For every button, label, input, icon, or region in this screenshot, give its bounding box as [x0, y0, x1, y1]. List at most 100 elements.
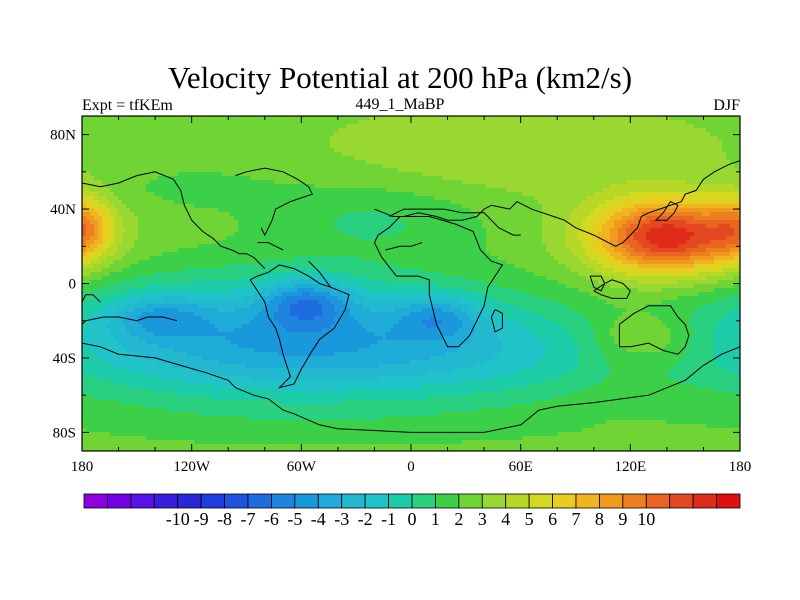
- field-cell: [478, 204, 483, 209]
- field-cell: [194, 224, 199, 229]
- field-cell: [390, 144, 395, 149]
- field-cell: [686, 144, 691, 149]
- field-cell: [98, 120, 103, 125]
- field-cell: [462, 224, 467, 229]
- field-cell: [386, 228, 391, 233]
- field-cell: [266, 172, 271, 177]
- field-cell: [606, 172, 611, 177]
- field-cell: [286, 208, 291, 213]
- field-cell: [406, 224, 411, 229]
- field-cell: [658, 136, 663, 141]
- field-cell: [346, 196, 351, 201]
- field-cell: [714, 140, 719, 145]
- field-cell: [518, 156, 523, 161]
- field-cell: [658, 200, 663, 205]
- field-cell: [386, 196, 391, 201]
- field-cell: [122, 176, 127, 181]
- field-cell: [654, 156, 659, 161]
- field-cell: [314, 184, 319, 189]
- field-cell: [554, 192, 559, 197]
- field-cell: [414, 128, 419, 133]
- field-cell: [678, 176, 683, 181]
- field-cell: [182, 160, 187, 165]
- field-cell: [510, 228, 515, 233]
- field-cell: [582, 172, 587, 177]
- field-cell: [222, 220, 227, 225]
- field-cell: [670, 188, 675, 193]
- field-cell: [410, 132, 415, 137]
- field-cell: [182, 200, 187, 205]
- field-cell: [550, 136, 555, 141]
- field-cell: [150, 184, 155, 189]
- field-cell: [702, 140, 707, 145]
- field-cell: [98, 128, 103, 133]
- field-cell: [346, 180, 351, 185]
- field-cell: [382, 144, 387, 149]
- field-cell: [510, 136, 515, 141]
- field-cell: [438, 220, 443, 225]
- field-cell: [566, 176, 571, 181]
- field-cell: [118, 128, 123, 133]
- field-cell: [522, 204, 527, 209]
- field-cell: [310, 220, 315, 225]
- field-cell: [182, 224, 187, 229]
- field-cell: [382, 220, 387, 225]
- field-cell: [282, 136, 287, 141]
- field-cell: [294, 208, 299, 213]
- field-cell: [666, 136, 671, 141]
- field-cell: [434, 192, 439, 197]
- field-cell: [190, 224, 195, 229]
- field-cell: [358, 148, 363, 153]
- field-cell: [362, 172, 367, 177]
- field-cell: [578, 176, 583, 181]
- field-cell: [254, 180, 259, 185]
- field-cell: [582, 164, 587, 169]
- field-cell: [522, 208, 527, 213]
- field-cell: [210, 216, 215, 221]
- field-cell: [114, 216, 119, 221]
- field-cell: [670, 128, 675, 133]
- field-cell: [702, 212, 707, 217]
- field-cell: [662, 200, 667, 205]
- field-cell: [426, 160, 431, 165]
- field-cell: [430, 168, 435, 173]
- field-cell: [682, 232, 687, 237]
- field-cell: [586, 208, 591, 213]
- field-cell: [682, 136, 687, 141]
- field-cell: [246, 184, 251, 189]
- field-cell: [730, 148, 735, 153]
- field-cell: [222, 116, 227, 121]
- field-cell: [86, 176, 91, 181]
- field-cell: [718, 212, 723, 217]
- field-cell: [502, 160, 507, 165]
- field-cell: [298, 232, 303, 237]
- field-cell: [158, 120, 163, 125]
- field-cell: [122, 156, 127, 161]
- field-cell: [266, 228, 271, 233]
- field-cell: [258, 120, 263, 125]
- field-cell: [142, 128, 147, 133]
- field-cell: [430, 184, 435, 189]
- field-cell: [258, 208, 263, 213]
- field-cell: [506, 208, 511, 213]
- field-cell: [394, 200, 399, 205]
- field-cell: [702, 160, 707, 165]
- field-cell: [262, 200, 267, 205]
- field-cell: [118, 208, 123, 213]
- field-cell: [394, 212, 399, 217]
- field-cell: [278, 152, 283, 157]
- field-cell: [222, 172, 227, 177]
- field-cell: [510, 224, 515, 229]
- field-cell: [198, 192, 203, 197]
- field-cell: [570, 140, 575, 145]
- field-cell: [682, 208, 687, 213]
- field-cell: [554, 132, 559, 137]
- field-cell: [150, 156, 155, 161]
- field-cell: [434, 184, 439, 189]
- field-cell: [558, 192, 563, 197]
- field-cell: [694, 124, 699, 129]
- field-cell: [646, 120, 651, 125]
- field-cell: [366, 124, 371, 129]
- field-cell: [490, 160, 495, 165]
- field-cell: [462, 232, 467, 237]
